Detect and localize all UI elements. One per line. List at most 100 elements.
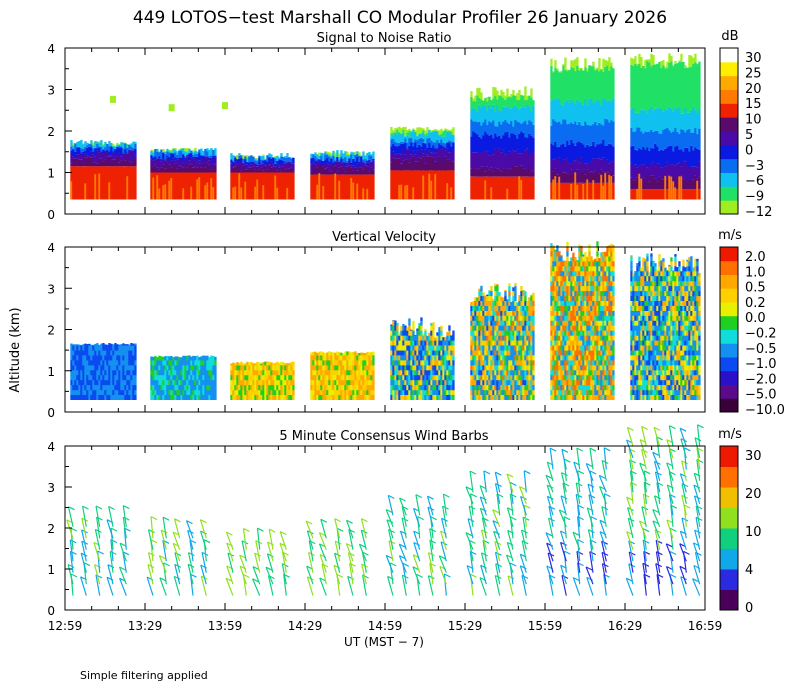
velocity-cell: [516, 360, 519, 366]
snr-cell: [642, 110, 645, 134]
snr-cell: [102, 153, 105, 162]
snr-cell: [330, 171, 333, 175]
velocity-cell: [554, 389, 557, 395]
snr-cell: [280, 153, 283, 157]
velocity-cell: [590, 261, 593, 267]
snr-cell: [482, 150, 485, 167]
snr-cell: [80, 139, 83, 149]
velocity-cell: [92, 394, 95, 400]
velocity-cell: [422, 350, 425, 356]
velocity-cell: [488, 295, 491, 301]
snr-cell: [644, 162, 647, 182]
velocity-cell: [552, 305, 555, 311]
velocity-cell: [96, 369, 99, 376]
velocity-cell: [570, 365, 573, 371]
velocity-cell: [264, 384, 267, 391]
snr-cell: [634, 189, 637, 200]
snr-cell: [234, 186, 237, 200]
velocity-cell: [314, 369, 317, 376]
snr-cell: [672, 151, 675, 165]
snr-cell: [82, 152, 85, 156]
velocity-cell: [514, 355, 517, 361]
snr-cell: [698, 149, 701, 162]
snr-cell: [494, 111, 497, 127]
velocity-cell: [390, 360, 393, 366]
velocity-cell: [100, 369, 103, 376]
snr-cell: [520, 165, 523, 177]
velocity-cell: [526, 301, 529, 306]
velocity-cell: [334, 379, 337, 386]
snr-cell: [680, 166, 683, 176]
velocity-cell: [368, 374, 371, 381]
velocity-cell: [550, 261, 553, 267]
velocity-cell: [572, 275, 575, 282]
velocity-cell: [404, 365, 407, 371]
snr-cell: [648, 62, 651, 109]
snr-cell: [564, 146, 567, 158]
velocity-cell: [490, 335, 493, 341]
snr-cell: [230, 170, 233, 173]
snr-cell: [648, 59, 651, 63]
snr-cell: [180, 148, 183, 149]
snr-cell: [490, 187, 493, 200]
velocity-cell: [586, 285, 589, 292]
velocity-cell: [88, 355, 91, 361]
velocity-cell: [480, 365, 483, 371]
velocity-cell: [116, 365, 119, 371]
velocity-cell: [166, 369, 169, 376]
velocity-cell: [404, 389, 407, 395]
snr-cell: [638, 127, 641, 149]
velocity-cell: [150, 389, 153, 395]
velocity-cell: [494, 345, 497, 351]
velocity-cell: [322, 389, 325, 395]
velocity-cell: [522, 300, 525, 306]
snr-cell: [254, 169, 257, 173]
velocity-cell: [364, 389, 367, 395]
velocity-cell: [96, 343, 99, 346]
velocity-cell: [82, 365, 85, 371]
snr-cell: [654, 130, 657, 144]
velocity-cell: [402, 323, 405, 326]
snr-cell: [266, 161, 269, 163]
velocity-cell: [574, 320, 577, 326]
velocity-cell: [512, 325, 515, 331]
velocity-cell: [550, 300, 553, 306]
velocity-cell: [114, 389, 117, 395]
velocity-cell: [394, 350, 397, 356]
snr-cell: [182, 148, 185, 154]
velocity-cell: [484, 394, 487, 400]
velocity-cell: [566, 365, 569, 371]
velocity-cell: [530, 320, 533, 326]
snr-cell: [252, 166, 255, 173]
velocity-cell: [428, 389, 431, 395]
snr-cell: [128, 166, 131, 200]
velocity-cell: [432, 340, 435, 346]
snr-cell: [500, 138, 503, 153]
snr-cell: [278, 167, 281, 173]
snr-cell: [518, 122, 521, 134]
snr-cell: [670, 145, 673, 165]
velocity-cell: [552, 270, 555, 277]
velocity-cell: [208, 374, 211, 381]
snr-segment: [550, 57, 615, 200]
snr-cell: [608, 174, 611, 200]
velocity-cell: [506, 355, 509, 361]
velocity-cell: [492, 320, 495, 326]
snr-cell: [120, 160, 123, 167]
velocity-cell: [120, 365, 123, 371]
snr-cell: [558, 176, 561, 200]
snr-cell: [686, 147, 689, 166]
velocity-cell: [312, 351, 315, 356]
velocity-cell: [350, 369, 353, 376]
snr-cell: [510, 94, 513, 98]
velocity-cell: [334, 394, 337, 400]
velocity-cell: [214, 356, 217, 361]
velocity-cell: [470, 360, 473, 366]
snr-cell: [690, 55, 693, 67]
velocity-cell: [572, 384, 575, 391]
velocity-cell: [576, 365, 579, 371]
snr-cell: [600, 69, 603, 106]
velocity-cell: [412, 394, 415, 400]
snr-cell: [370, 161, 373, 168]
velocity-cell: [402, 345, 405, 351]
